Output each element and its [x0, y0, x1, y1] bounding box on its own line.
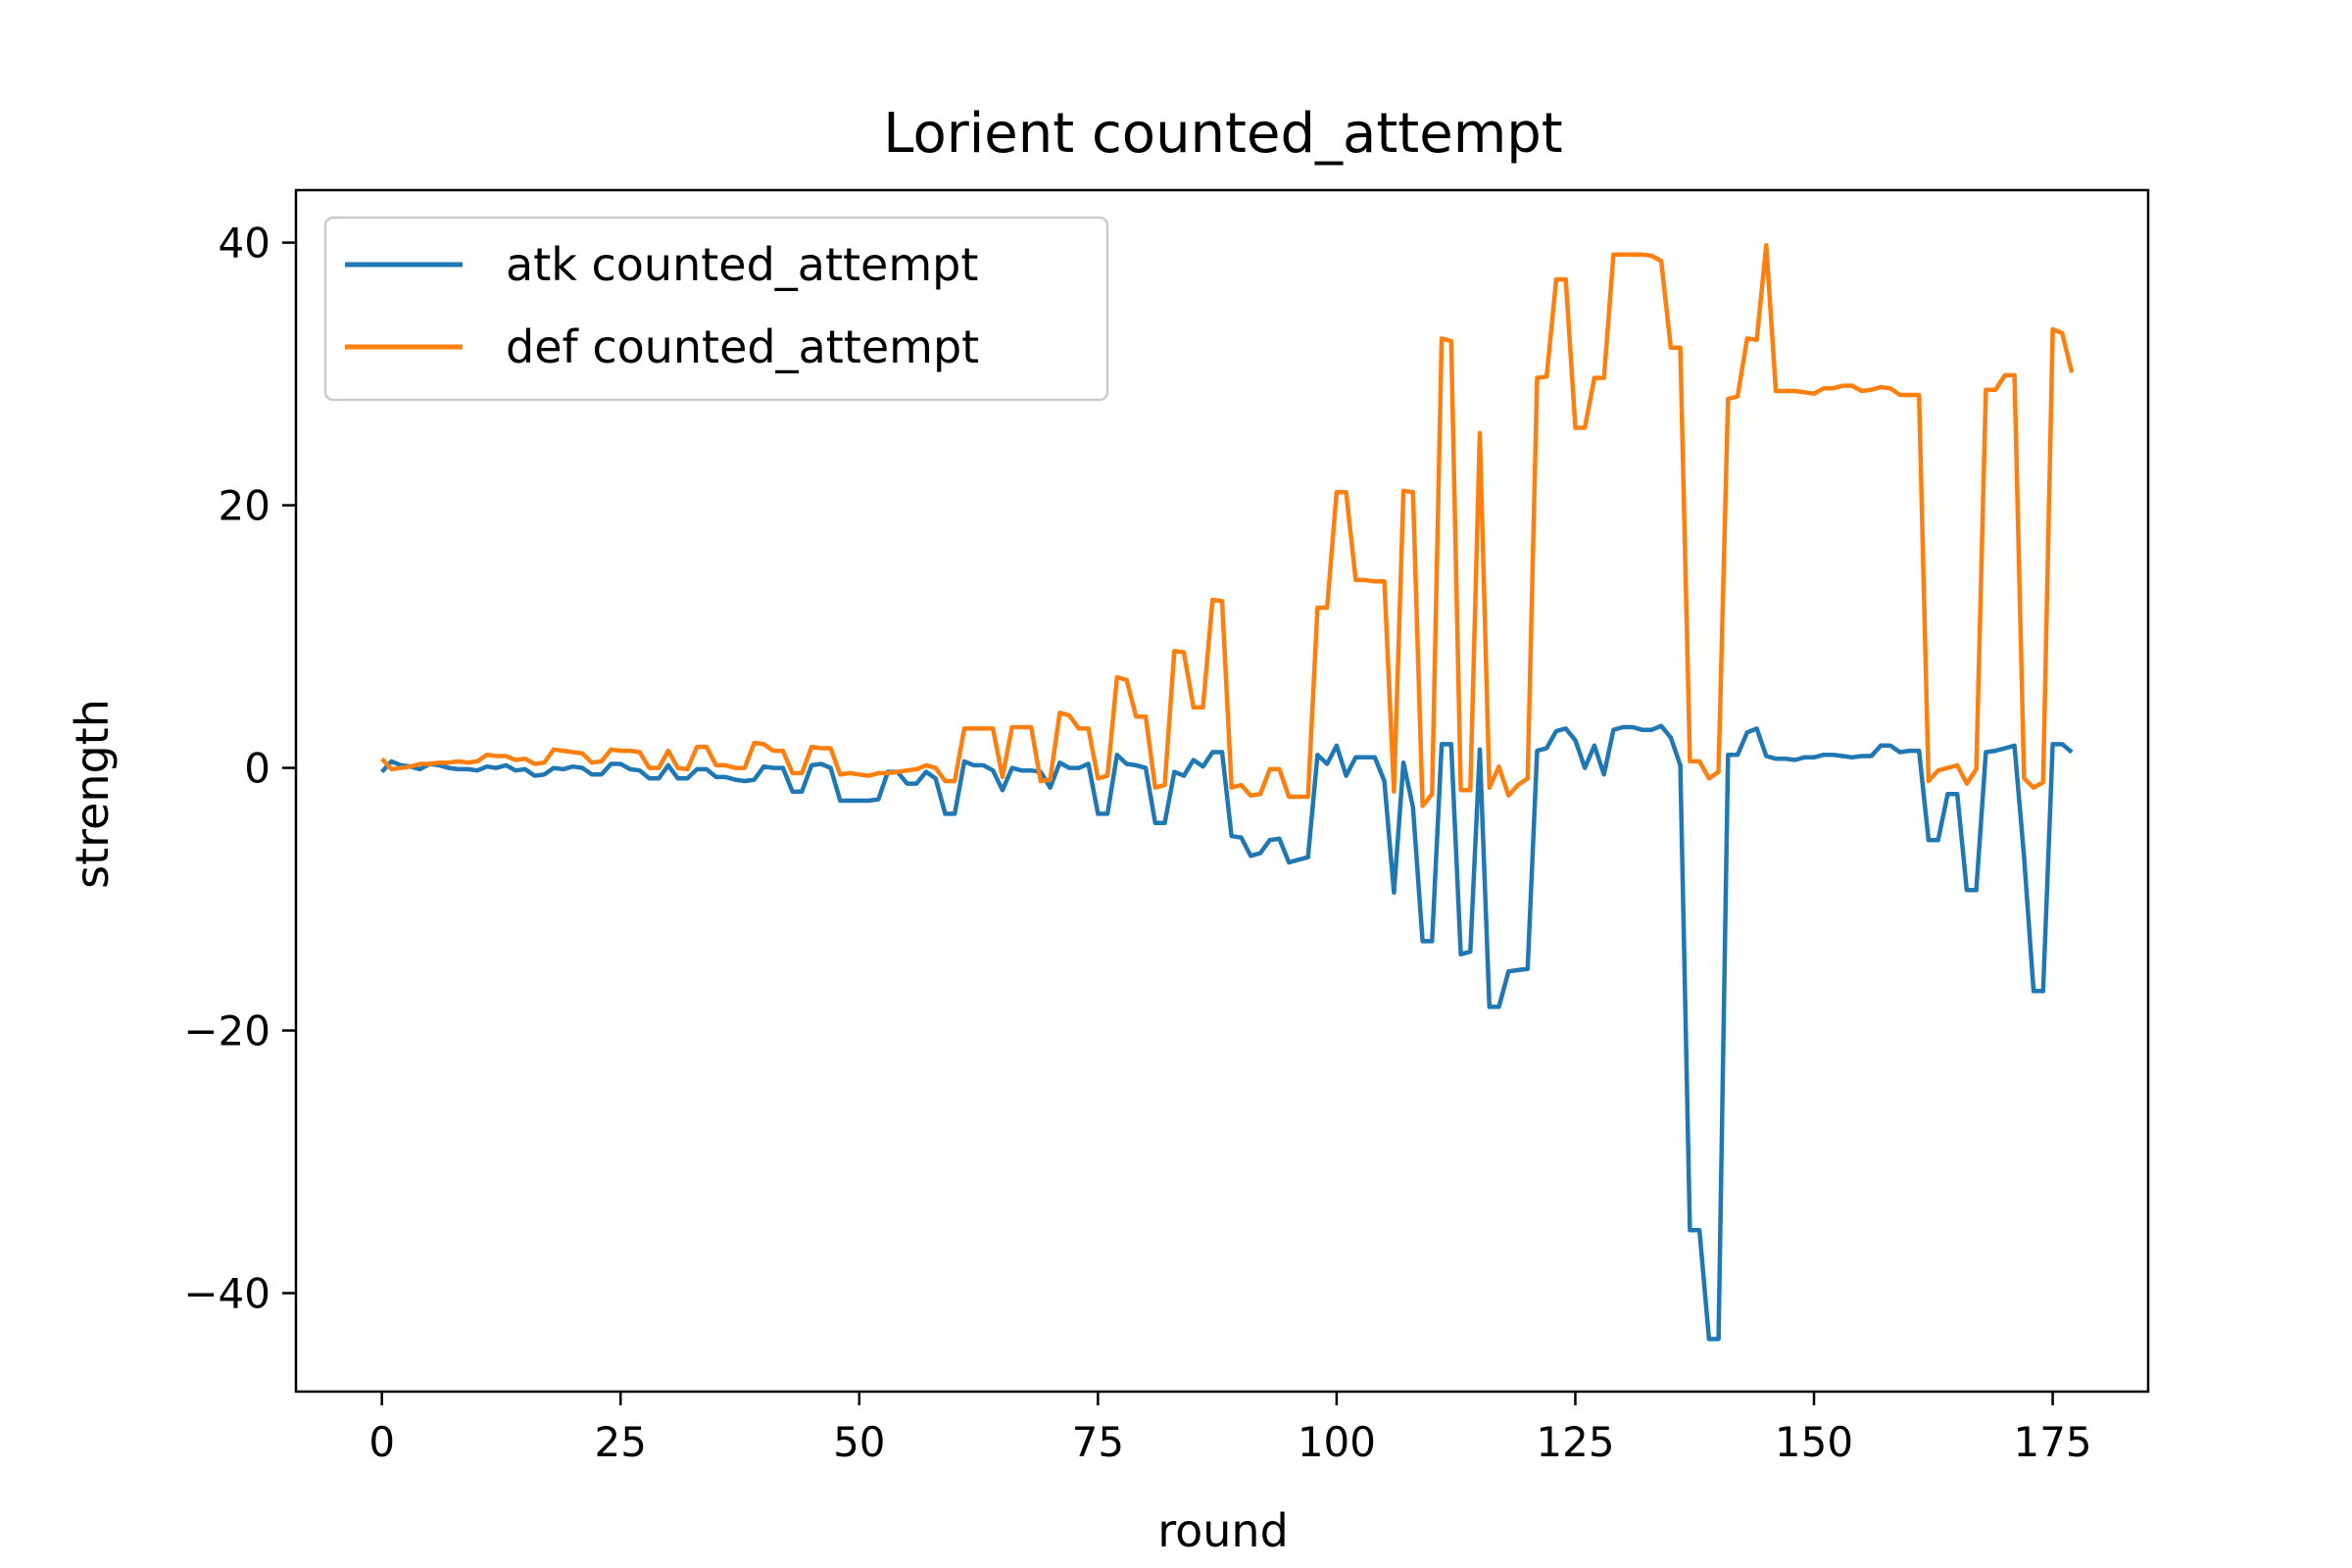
x-axis: 0 25 50 75 100 125 150 175 — [368, 1392, 2092, 1466]
x-tick-label: 175 — [2013, 1418, 2091, 1466]
series-line-def — [380, 243, 2075, 808]
x-tick-label: 150 — [1775, 1418, 1853, 1466]
legend: atk counted_attempt def counted_attempt — [323, 216, 1109, 402]
legend-box — [323, 216, 1109, 402]
y-tick-label: 20 — [219, 482, 270, 530]
plot-frame — [294, 188, 2150, 1394]
x-tick-label: 125 — [1536, 1418, 1614, 1466]
x-axis-label: round — [1157, 1504, 1289, 1557]
y-tick-label: 0 — [244, 745, 270, 793]
y-tick-label: −40 — [183, 1270, 270, 1318]
legend-label-def: def counted_attempt — [506, 320, 979, 373]
x-tick-label: 75 — [1072, 1418, 1124, 1466]
plot-lines — [380, 243, 2075, 1342]
y-axis: −40 −20 0 20 40 — [183, 220, 296, 1318]
y-tick-label: 40 — [219, 220, 270, 268]
x-tick-label: 25 — [595, 1418, 647, 1466]
y-tick-label: −20 — [183, 1007, 270, 1055]
legend-label-atk: atk counted_attempt — [506, 238, 978, 291]
x-tick-label: 0 — [368, 1418, 395, 1466]
series-line-atk — [380, 723, 2074, 1342]
x-tick-label: 100 — [1298, 1418, 1376, 1466]
chart-title: Lorient counted_attempt — [883, 102, 1563, 166]
x-tick-label: 50 — [833, 1418, 885, 1466]
y-axis-label: strength — [66, 699, 119, 889]
